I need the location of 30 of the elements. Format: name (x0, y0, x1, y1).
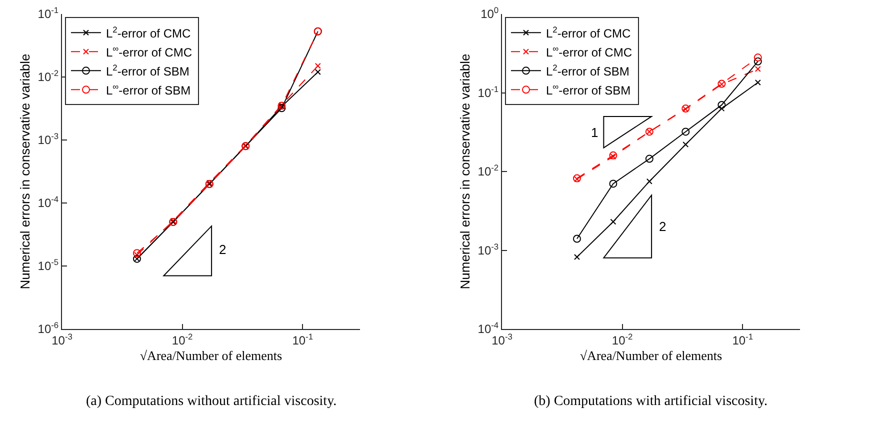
x-tick-label: 10$^{-2}$ (172, 331, 194, 348)
legend-label: L$^{∞}$-error of CMC (546, 43, 632, 60)
text: (a) Computations without artificial viscosity. (86, 394, 337, 409)
y-tick-label: 10$^{-2}$ (38, 68, 59, 84)
y-axis-title: Numerical errors in conservative variable (18, 54, 33, 290)
x-tick-label: 10$^{-2}$ (612, 331, 634, 348)
y-tick-label: 10$^{-3}$ (38, 131, 59, 148)
x-axis-title: √Area/Number of elements (140, 348, 282, 363)
x-tick-label: 10$^{-1}$ (292, 331, 314, 348)
text: (b) Computations with artificial viscosity. (534, 394, 768, 409)
y-tick-label: 10$^{-1}$ (478, 84, 499, 100)
legend-label: L$^{∞}$-error of CMC (106, 43, 192, 60)
x-tick-label: 10$^{-1}$ (732, 331, 754, 348)
legend-label: L$^{2}$-error of CMC (546, 24, 632, 40)
x-axis-title: √Area/Number of elements (580, 348, 722, 363)
legend-label: L$^{2}$-error of CMC (106, 24, 192, 40)
y-tick-label: 10$^{-1}$ (38, 5, 59, 22)
y-tick-label: 10$^{-5}$ (38, 257, 59, 274)
legend-label: L$^{∞}$-error of SBM (546, 81, 631, 98)
annotation: 2 (659, 219, 666, 234)
legend-label: L$^{∞}$-error of SBM (106, 81, 191, 98)
y-tick-label: 10$^{-4}$ (38, 194, 59, 210)
y-tick-label: 10$^{0}$ (480, 5, 499, 22)
legend-label: L$^{2}$-error of SBM (106, 62, 190, 78)
y-tick-label: 10$^{-2}$ (478, 162, 499, 179)
annotation: 1 (591, 125, 598, 140)
y-axis-title: Numerical errors in conservative variable (458, 54, 473, 290)
legend-label: L$^{2}$-error of SBM (546, 62, 630, 78)
y-tick-label: 10$^{-3}$ (478, 241, 499, 258)
annotation: 2 (219, 242, 226, 257)
